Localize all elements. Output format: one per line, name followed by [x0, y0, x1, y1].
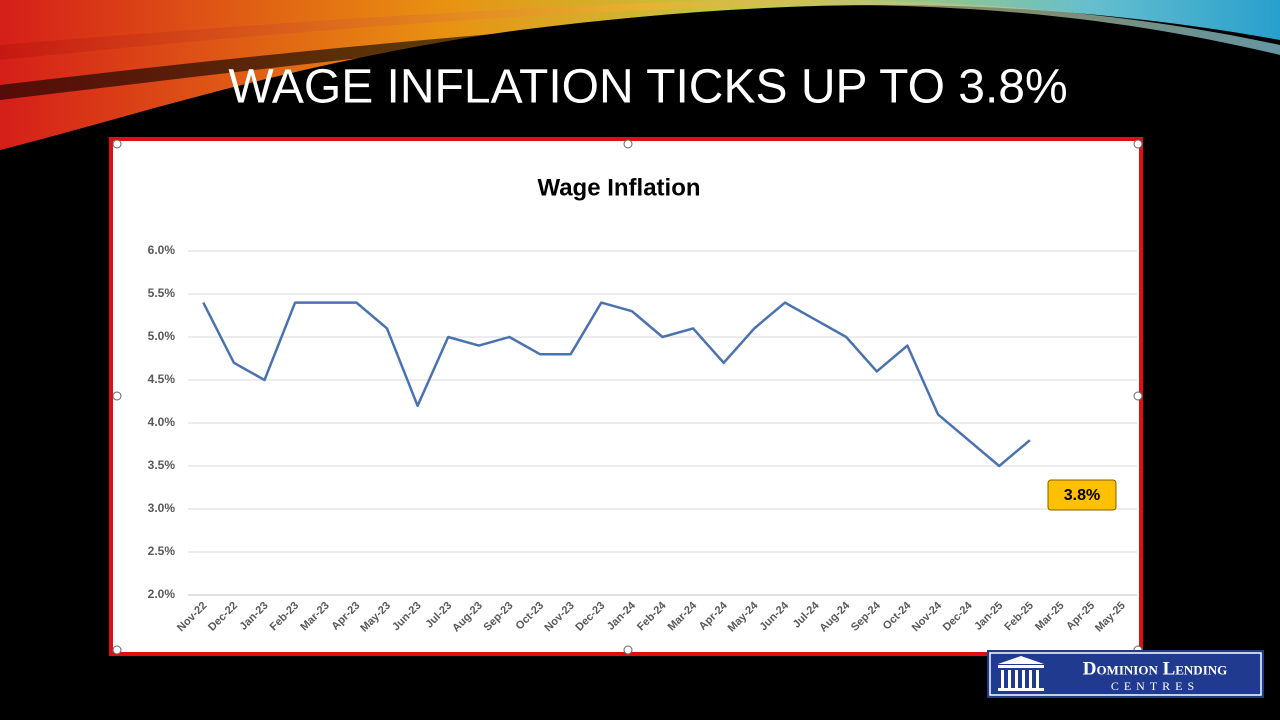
swoosh: [0, 0, 1280, 60]
annotation: 3.8%: [1064, 487, 1100, 504]
annotation-box: [1047, 479, 1117, 511]
slide-title: WAGE INFLATION TICKS UP TO 3.8%: [228, 61, 1067, 114]
y-tick-label: 5.5%: [148, 286, 176, 300]
y-tick-label: 5.0%: [148, 329, 176, 343]
data-line: [202, 301, 1031, 468]
y-tick-label: 6.0%: [148, 243, 176, 257]
logo-icon: [998, 656, 1044, 691]
swoosh: [0, 15, 760, 100]
y-tick-label: 3.5%: [148, 458, 176, 472]
y-tick-label: 4.0%: [148, 415, 176, 429]
y-tick-label: 2.5%: [148, 544, 176, 558]
selection-handles: [112, 139, 1143, 655]
swoosh: [0, 0, 1280, 150]
chart-frame: [109, 137, 1143, 656]
y-tick-label: 3.0%: [148, 501, 176, 515]
y-tick-label: 2.0%: [148, 587, 176, 601]
logo-name: Dominion Lending: [1083, 658, 1228, 679]
chart-title: Wage Inflation: [537, 174, 700, 201]
logo-sub: CENTRES: [1111, 679, 1199, 693]
y-tick-label: 4.5%: [148, 372, 176, 386]
logo-border: [989, 652, 1262, 696]
